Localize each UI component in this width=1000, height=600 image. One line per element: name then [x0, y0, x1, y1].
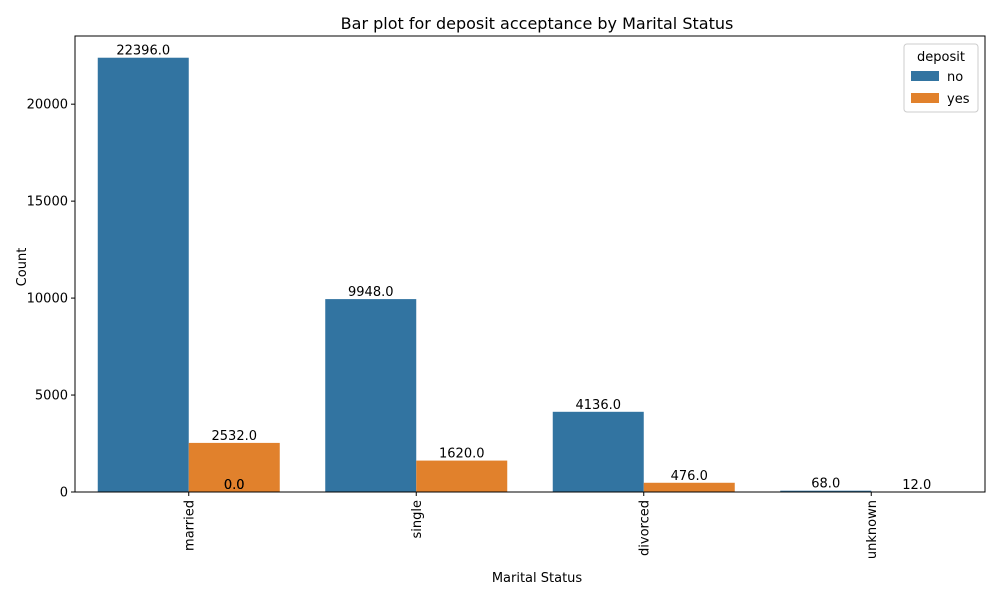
legend-entry-yes: yes	[947, 92, 970, 107]
bar-value-label: 12.0	[902, 478, 931, 493]
bar-yes-divorced	[643, 482, 735, 492]
bar-value-label: 1620.0	[439, 447, 485, 462]
x-tick-label: single	[410, 500, 425, 539]
y-tick-label: 15000	[27, 195, 68, 210]
bar-yes-single	[416, 460, 508, 492]
bar-yes-married	[188, 442, 280, 492]
bar-value-label: 4136.0	[576, 398, 622, 413]
x-tick-label: unknown	[865, 500, 880, 559]
plot-area: 22396.0 9948.0 4136.0 68.0 2532.0 1620.0 476.0…	[27, 35, 986, 559]
bar-value-label: 68.0	[811, 477, 840, 492]
y-axis-label: Count	[15, 248, 30, 287]
x-axis-label: Marital Status	[492, 571, 583, 586]
axes-frame	[74, 35, 986, 493]
y-tick-label: 0	[60, 486, 68, 501]
bar-no-married	[97, 57, 189, 492]
y-tick-label: 5000	[35, 389, 68, 404]
y-tick-label: 10000	[27, 292, 68, 307]
bar-no-divorced	[552, 411, 644, 492]
bar-no-unknown	[780, 490, 872, 492]
extra-zero-label: 0.0	[224, 478, 245, 493]
x-tick-label: married	[182, 500, 197, 551]
x-tick-label: divorced	[637, 500, 652, 556]
bar-value-label: 476.0	[671, 469, 708, 484]
bar-value-label: 2532.0	[212, 429, 258, 444]
legend-title: deposit	[917, 50, 965, 65]
chart-title: Bar plot for deposit acceptance by Marit…	[341, 14, 734, 33]
legend-entry-no: no	[947, 70, 963, 85]
bar-no-single	[325, 299, 417, 492]
bar-value-label: 22396.0	[116, 44, 170, 59]
legend-swatch-yes	[911, 93, 939, 103]
legend: deposit no yes	[903, 43, 979, 113]
bar-value-label: 9948.0	[348, 285, 394, 300]
legend-swatch-no	[911, 71, 939, 81]
y-tick-label: 20000	[27, 98, 68, 113]
extra-zero-label: 0.0	[224, 478, 245, 493]
